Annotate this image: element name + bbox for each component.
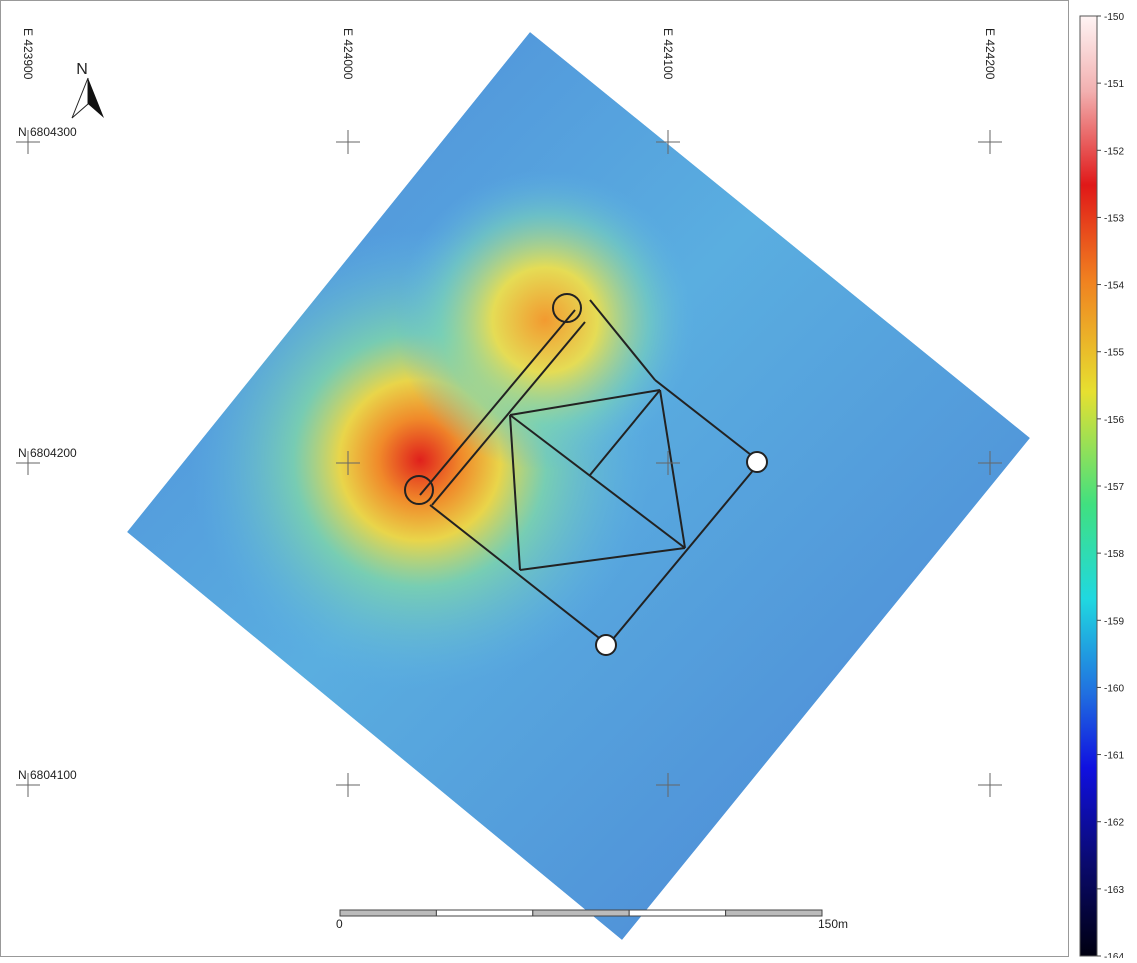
scale-segment <box>629 910 725 916</box>
scale-segment <box>436 910 532 916</box>
colorbar-tick-label: -157 <box>1104 482 1124 493</box>
scale-end: 150m <box>818 917 848 931</box>
colorbar-tick-label: -152 <box>1104 146 1124 157</box>
colorbar-tick-label: -156 <box>1104 415 1124 426</box>
colorbar-tick-label: -162 <box>1104 818 1124 829</box>
colorbar-tick-label: -150 <box>1104 12 1124 23</box>
page: {"map": { "eastings": ["E 423900", "E 42… <box>0 0 1137 958</box>
colorbar-tick-label: -159 <box>1104 616 1124 627</box>
colorbar-tick-label: -161 <box>1104 751 1124 762</box>
colorbar-tick-label: -164 <box>1104 952 1124 958</box>
easting-label: E 424100 <box>661 28 675 80</box>
colorbar-tick-label: -160 <box>1104 683 1124 694</box>
north-label: N <box>76 61 88 78</box>
scale-start: 0 <box>336 917 343 931</box>
colorbar-tick-label: -151 <box>1104 79 1124 90</box>
easting-label: E 424000 <box>341 28 355 80</box>
colorbar <box>1080 16 1097 956</box>
northing-label: N 6804200 <box>18 446 77 460</box>
scale-segment <box>726 910 822 916</box>
easting-label: E 424200 <box>983 28 997 80</box>
easting-label: E 423900 <box>21 28 35 80</box>
colorbar-tick-label: -163 <box>1104 885 1124 896</box>
scale-segment <box>340 910 436 916</box>
northing-label: N 6804300 <box>18 125 77 139</box>
colorbar-tick-label: -155 <box>1104 348 1124 359</box>
scale-segment <box>533 910 629 916</box>
colorbar-tick-label: -154 <box>1104 281 1124 292</box>
colorbar-tick-label: -158 <box>1104 549 1124 560</box>
colorbar-tick-label: -153 <box>1104 213 1124 224</box>
map-view: N 0 150m E 423900 E 424000 E 424100 E 424200… <box>0 0 1137 958</box>
northing-label: N 6804100 <box>18 768 77 782</box>
